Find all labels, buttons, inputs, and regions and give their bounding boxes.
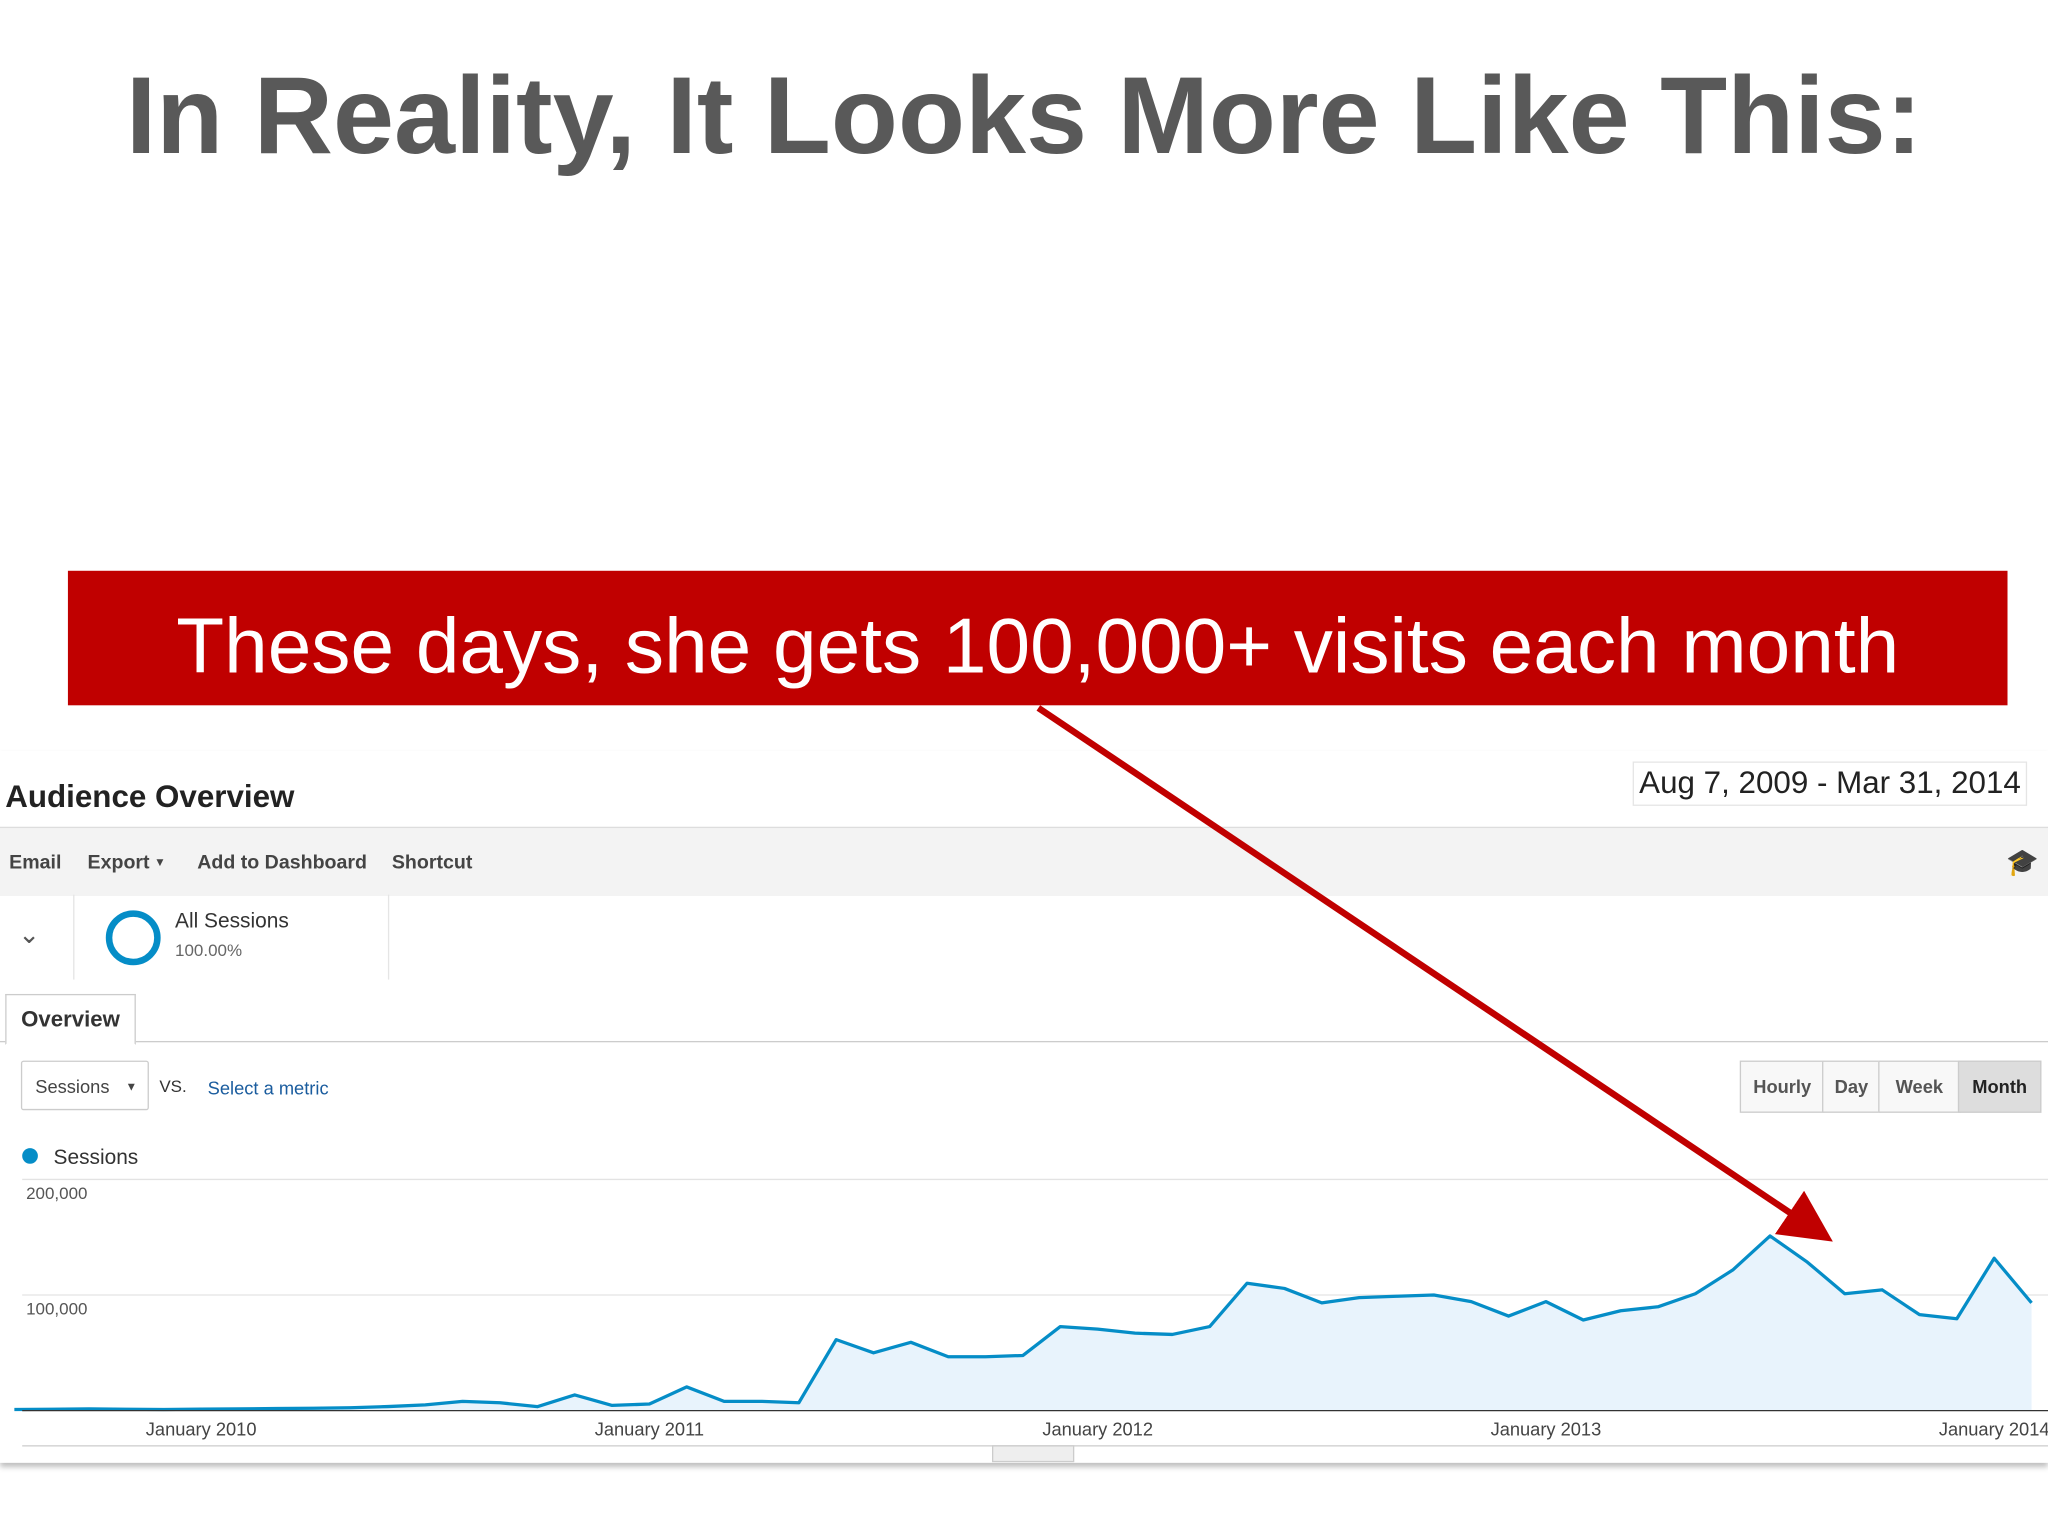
area	[14, 1235, 2032, 1411]
help-icon[interactable]: 🎓	[2006, 848, 2039, 878]
y-tick-label: 200,000	[26, 1184, 87, 1203]
segment-share: 100.00%	[175, 940, 243, 960]
dropdown-caret: ▼	[154, 855, 166, 869]
x-tick-label: January 2012	[1042, 1418, 1153, 1439]
metric-select[interactable]: Sessions ▼	[20, 1060, 149, 1111]
y-tick-label: 100,000	[26, 1300, 87, 1319]
x-tick-label: January 2010	[146, 1418, 257, 1439]
slide-title: In Reality, It Looks More Like This:	[125, 53, 1923, 177]
segment-name: All Sessions	[175, 910, 289, 933]
granularity-button[interactable]: Month	[1957, 1060, 2042, 1113]
toolbar-button[interactable]: Email	[9, 851, 62, 874]
segment-ring	[105, 910, 161, 966]
tab-divider	[0, 1040, 2048, 1043]
vs-label: VS.	[159, 1076, 187, 1096]
toolbar-button[interactable]: Export	[87, 851, 150, 874]
select-metric[interactable]: Select a metric	[207, 1077, 329, 1099]
collapse-chevron[interactable]: ⌄	[18, 920, 41, 950]
x-tick-label: January 2013	[1491, 1418, 1602, 1439]
banner: These days, she gets 100,000+ visits eac…	[67, 570, 2008, 706]
legend-label: Sessions	[54, 1146, 139, 1169]
dropdown-caret: ▼	[125, 1080, 138, 1094]
tab[interactable]: Overview	[5, 993, 136, 1045]
toolbar-button[interactable]: Shortcut	[391, 851, 473, 874]
heading: Audience Overview	[5, 779, 295, 816]
metric-name: Sessions	[35, 1076, 110, 1098]
segment[interactable]: All Sessions 100.00%	[73, 894, 390, 980]
expand-handle	[991, 1445, 1075, 1463]
legend-marker	[22, 1148, 38, 1164]
line	[14, 1234, 2033, 1412]
toolbar-button[interactable]: Add to Dashboard	[197, 851, 368, 874]
x-tick-label: January 2011	[595, 1418, 704, 1439]
granularity-button[interactable]: Week	[1878, 1060, 1961, 1113]
x-tick-label: January 2014	[1939, 1418, 2048, 1439]
